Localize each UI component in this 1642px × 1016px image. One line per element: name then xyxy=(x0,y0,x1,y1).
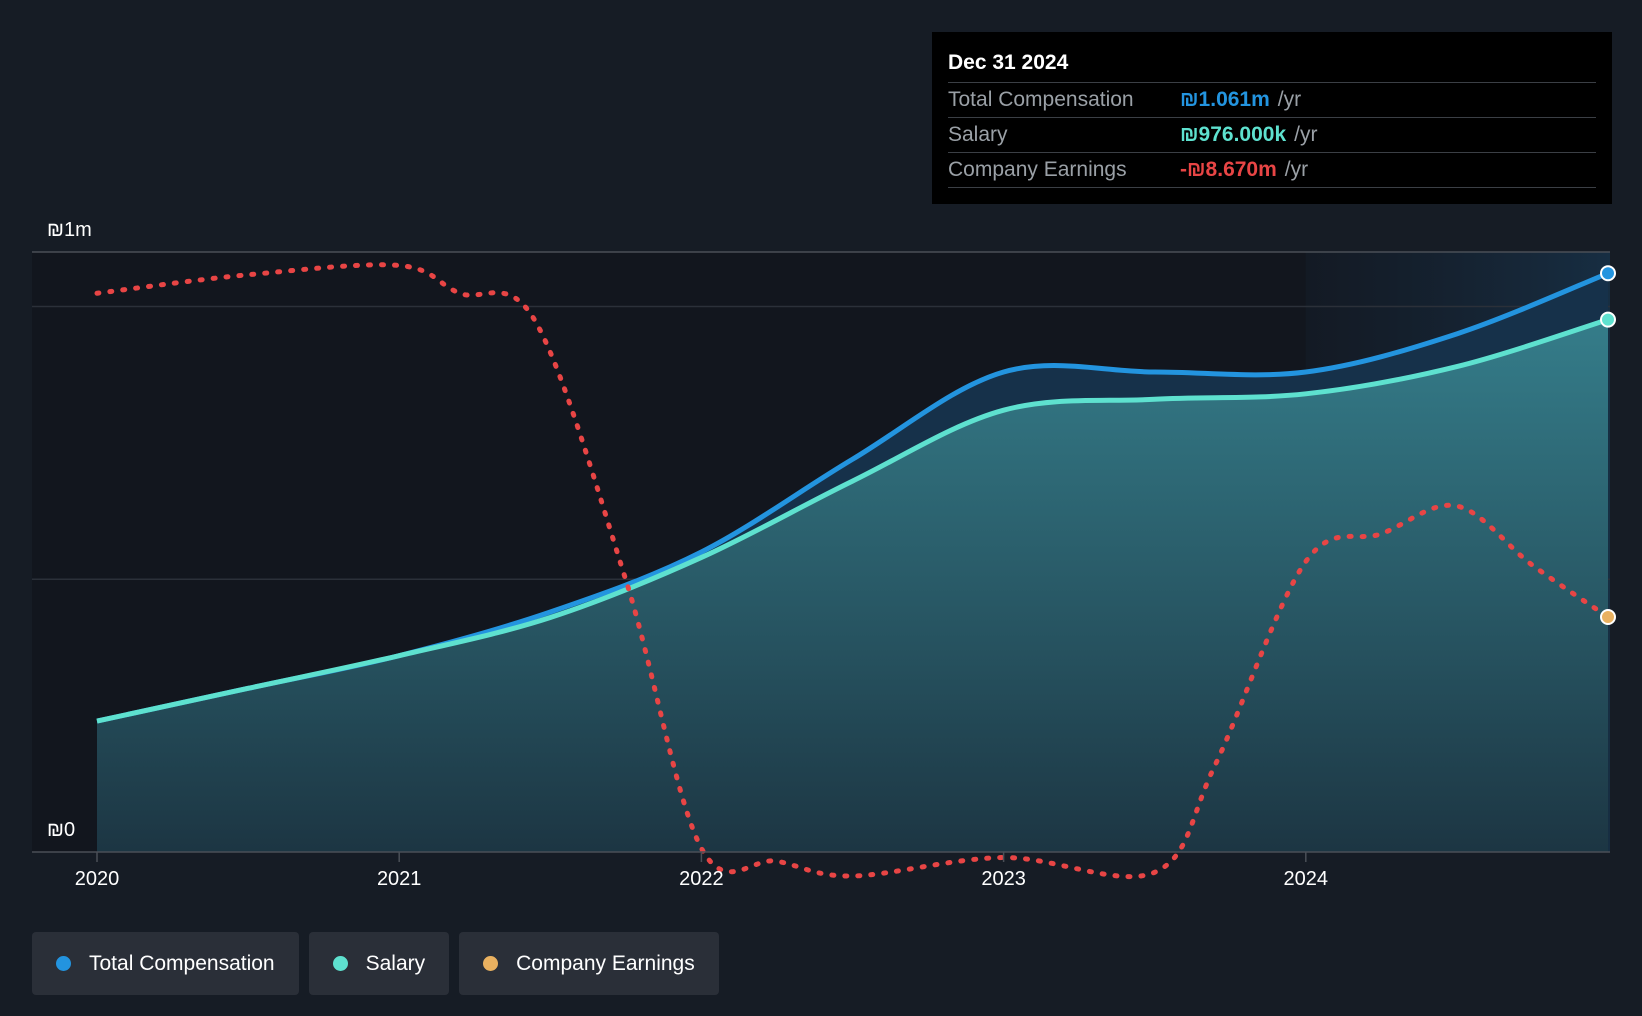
tooltip-value: -₪8.670m xyxy=(1180,153,1277,187)
legend-label: Salary xyxy=(366,952,426,976)
tooltip-row-total-compensation: Total Compensation ₪1.061m /yr xyxy=(948,83,1596,118)
x-tick-label: 2020 xyxy=(75,868,120,890)
legend-dot-icon xyxy=(56,956,71,971)
legend-label: Company Earnings xyxy=(516,952,695,976)
legend: Total Compensation Salary Company Earnin… xyxy=(32,932,719,995)
legend-item-total-compensation[interactable]: Total Compensation xyxy=(32,932,299,995)
tooltip-label: Company Earnings xyxy=(948,153,1180,187)
tooltip-label: Salary xyxy=(948,118,1180,152)
x-tick-label: 2021 xyxy=(377,868,422,890)
x-tick-label: 2023 xyxy=(981,868,1026,890)
salary-endpoint xyxy=(1601,313,1615,327)
x-tick-label: 2022 xyxy=(679,868,724,890)
y-axis-label-top: ₪1m xyxy=(47,219,92,241)
y-axis-label-zero: ₪0 xyxy=(47,819,75,841)
legend-dot-icon xyxy=(483,956,498,971)
company-earnings-endpoint xyxy=(1601,610,1615,624)
tooltip-value: ₪1.061m xyxy=(1180,83,1270,117)
legend-item-salary[interactable]: Salary xyxy=(309,932,450,995)
tooltip-unit: /yr xyxy=(1278,83,1301,117)
tooltip-unit: /yr xyxy=(1285,153,1308,187)
x-tick-label: 2024 xyxy=(1284,868,1329,890)
tooltip-value: ₪976.000k xyxy=(1180,118,1286,152)
tooltip-unit: /yr xyxy=(1294,118,1317,152)
tooltip-row-company-earnings: Company Earnings -₪8.670m /yr xyxy=(948,153,1596,188)
tooltip-row-salary: Salary ₪976.000k /yr xyxy=(948,118,1596,153)
tooltip-panel: Dec 31 2024 Total Compensation ₪1.061m /… xyxy=(932,32,1612,204)
tooltip-date: Dec 31 2024 xyxy=(948,48,1596,83)
legend-item-company-earnings[interactable]: Company Earnings xyxy=(459,932,719,995)
legend-dot-icon xyxy=(333,956,348,971)
tooltip-label: Total Compensation xyxy=(948,83,1180,117)
total-compensation-endpoint xyxy=(1601,266,1615,280)
legend-label: Total Compensation xyxy=(89,952,275,976)
